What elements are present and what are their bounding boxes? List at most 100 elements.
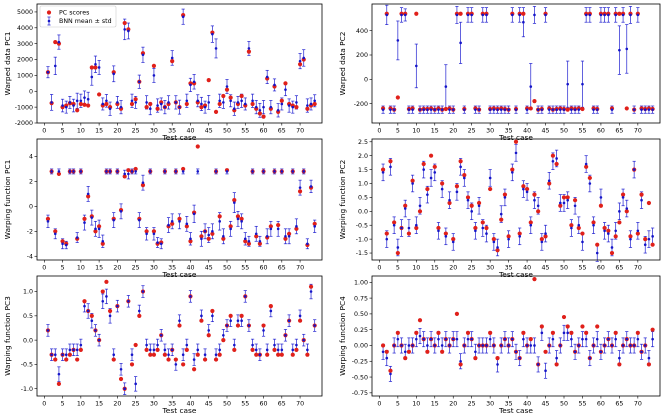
pc-score-point <box>151 352 157 357</box>
bnn-mean-point <box>276 109 280 112</box>
pc-score-point <box>602 225 607 231</box>
bnn-mean-point <box>607 337 610 341</box>
bnn-mean-point <box>392 344 396 347</box>
x-tick-label: 65 <box>615 265 623 272</box>
x-tick-label: 70 <box>296 128 304 135</box>
x-tick-label: 15 <box>95 128 103 135</box>
pc-score-point <box>473 225 478 231</box>
bnn-mean-point <box>200 314 203 318</box>
pc-score-point <box>235 323 241 328</box>
pc-score-point <box>155 106 160 111</box>
pc-score-point <box>606 228 611 233</box>
bnn-mean-point <box>614 337 617 341</box>
pc-score-point <box>543 349 548 354</box>
bnn-mean-point <box>258 239 262 243</box>
bnn-mean-point <box>265 348 269 352</box>
pc-score-point <box>217 101 222 107</box>
bnn-mean-point <box>588 13 592 17</box>
bnn-mean-point <box>392 223 396 227</box>
pc-score-point <box>388 368 393 373</box>
pc-score-point <box>443 106 448 112</box>
bnn-mean-point <box>610 246 614 249</box>
pc-score-point <box>513 139 519 144</box>
bnn-mean-point <box>174 170 178 173</box>
x-tick-label: 20 <box>113 265 121 272</box>
bnn-mean-point <box>163 170 167 173</box>
pc-score-point <box>305 352 310 357</box>
pc-score-point <box>528 337 533 342</box>
pc-score-point <box>294 105 299 110</box>
bnn-mean-point <box>86 192 90 196</box>
bnn-mean-point <box>123 28 126 31</box>
pc-score-point <box>428 153 434 158</box>
bnn-mean-point <box>156 241 159 244</box>
pc-score-point <box>484 225 489 231</box>
pc-score-point <box>64 357 69 362</box>
pc-score-point <box>206 236 211 241</box>
pc-score-point <box>144 229 149 234</box>
bnn-mean-point <box>477 344 481 347</box>
x-tick-label: 70 <box>296 401 304 408</box>
bnn-mean-point <box>392 108 396 111</box>
bnn-mean-point <box>90 75 94 79</box>
pc-score-point <box>221 236 226 241</box>
pc-score-point <box>53 229 58 234</box>
bnn-mean-point <box>50 353 53 357</box>
bnn-mean-point <box>254 232 258 236</box>
pc-score-point <box>476 200 482 206</box>
pc-score-point <box>276 222 281 228</box>
bnn-mean-point <box>116 170 119 173</box>
bnn-mean-point <box>403 207 407 210</box>
bnn-mean-point <box>269 105 273 109</box>
bnn-mean-point <box>533 198 536 202</box>
x-tick-label: 25 <box>132 265 140 272</box>
y-axis-label: Warping function PC4 <box>338 296 347 376</box>
bnn-mean-point <box>573 108 577 111</box>
bnn-mean-point <box>145 343 148 347</box>
bnn-mean-point <box>547 108 551 111</box>
pc-score-point <box>624 209 629 214</box>
bnn-mean-point <box>262 105 265 109</box>
bnn-mean-point <box>50 170 53 173</box>
bnn-mean-point <box>566 198 569 202</box>
bnn-mean-point <box>134 101 137 104</box>
pc-score-point <box>646 362 652 367</box>
bnn-mean-point <box>181 170 185 173</box>
pc-score-point <box>532 277 537 282</box>
pc-score-point <box>104 101 109 107</box>
bnn-mean-point <box>418 204 422 208</box>
bnn-mean-point <box>396 246 400 249</box>
x-tick-label: 45 <box>542 128 550 135</box>
pc-score-point <box>257 111 262 116</box>
x-tick-label: 0 <box>42 401 46 408</box>
bnn-mean-point <box>481 13 485 17</box>
bnn-mean-point <box>433 108 437 111</box>
bnn-mean-point <box>470 210 473 213</box>
bnn-mean-point <box>389 372 392 376</box>
x-axis-label: Test case <box>162 133 197 142</box>
pc-score-point <box>246 49 252 54</box>
pc-score-point <box>521 330 526 335</box>
x-tick-label: 70 <box>296 265 304 272</box>
bnn-mean-point <box>196 99 200 103</box>
bnn-mean-point <box>632 168 636 171</box>
pc-score-point <box>89 65 94 70</box>
pc-score-point <box>137 313 142 318</box>
bnn-mean-point <box>207 233 211 237</box>
bnn-mean-point <box>570 337 573 341</box>
y-tick-label: 4 <box>29 154 33 161</box>
legend-bnn-label: BNN mean ± std <box>59 18 112 25</box>
x-tick-label: 50 <box>560 265 568 272</box>
bnn-mean-point <box>291 105 295 109</box>
bnn-mean-point <box>170 348 174 352</box>
bnn-mean-point <box>222 234 225 238</box>
y-tick-label: 2000 <box>17 57 33 64</box>
bnn-mean-point <box>614 229 617 233</box>
bnn-mean-point <box>94 62 97 66</box>
bnn-mean-point <box>647 237 651 241</box>
bnn-mean-point <box>178 220 181 223</box>
bnn-mean-point <box>229 227 232 231</box>
pc-score-point <box>184 101 189 107</box>
pc-score-point <box>199 105 204 110</box>
bnn-mean-point <box>459 165 462 169</box>
